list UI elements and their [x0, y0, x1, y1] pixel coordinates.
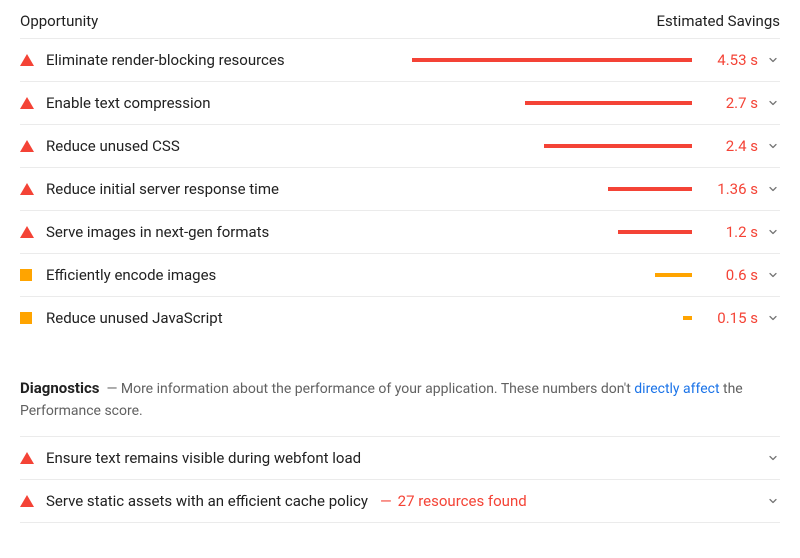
warning-triangle-icon: [20, 54, 46, 66]
savings-value: 0.15 s: [706, 309, 758, 327]
chevron-down-icon[interactable]: [766, 97, 780, 109]
diagnostics-dash: —: [106, 381, 117, 397]
savings-bar: [412, 144, 692, 148]
warning-triangle-icon: [20, 495, 46, 507]
savings-value: 4.53 s: [706, 51, 758, 69]
chevron-down-icon[interactable]: [766, 269, 780, 281]
diagnostic-label: Serve static assets with an efficient ca…: [46, 492, 368, 510]
warning-square-icon: [20, 312, 46, 324]
opportunity-label: Serve images in next-gen formats: [46, 223, 269, 241]
opportunity-label: Eliminate render-blocking resources: [46, 51, 285, 69]
opportunity-label: Reduce unused JavaScript: [46, 309, 223, 327]
savings-bar: [412, 316, 692, 320]
warning-triangle-icon: [20, 140, 46, 152]
warning-triangle-icon: [20, 183, 46, 195]
opportunity-headers: Opportunity Estimated Savings: [20, 10, 780, 38]
savings-value: 1.2 s: [706, 223, 758, 241]
savings-bar: [412, 58, 692, 62]
diagnostic-row[interactable]: Ensure text remains visible during webfo…: [20, 436, 780, 479]
chevron-down-icon[interactable]: [766, 495, 780, 507]
opportunity-row[interactable]: Reduce unused CSS 2.4 s: [20, 124, 780, 167]
diagnostic-label: Ensure text remains visible during webfo…: [46, 449, 361, 467]
diagnostic-detail-dash: —: [380, 492, 392, 510]
diagnostics-subtitle-link[interactable]: directly affect: [634, 381, 719, 397]
diagnostics-section: Diagnostics — More information about the…: [20, 377, 780, 523]
opportunity-row[interactable]: Enable text compression 2.7 s: [20, 81, 780, 124]
chevron-down-icon[interactable]: [766, 452, 780, 464]
diagnostics-title: Diagnostics: [20, 379, 99, 397]
chevron-down-icon[interactable]: [766, 226, 780, 238]
savings-bar: [412, 187, 692, 191]
diagnostic-detail: 27 resources found: [398, 492, 527, 510]
opportunity-row[interactable]: Reduce initial server response time 1.36 …: [20, 167, 780, 210]
chevron-down-icon[interactable]: [766, 312, 780, 324]
savings-bar: [412, 230, 692, 234]
chevron-down-icon[interactable]: [766, 54, 780, 66]
diagnostic-row[interactable]: Serve static assets with an efficient ca…: [20, 479, 780, 523]
savings-bar: [412, 101, 692, 105]
warning-triangle-icon: [20, 97, 46, 109]
opportunity-label: Reduce unused CSS: [46, 137, 180, 155]
chevron-down-icon[interactable]: [766, 183, 780, 195]
header-opportunity: Opportunity: [20, 12, 98, 30]
header-savings: Estimated Savings: [657, 12, 781, 30]
savings-value: 2.4 s: [706, 137, 758, 155]
opportunity-row[interactable]: Reduce unused JavaScript 0.15 s: [20, 296, 780, 339]
savings-value: 1.36 s: [706, 180, 758, 198]
chevron-down-icon[interactable]: [766, 140, 780, 152]
opportunity-row[interactable]: Eliminate render-blocking resources 4.53 …: [20, 38, 780, 81]
opportunity-row[interactable]: Efficiently encode images 0.6 s: [20, 253, 780, 296]
savings-value: 2.7 s: [706, 94, 758, 112]
savings-value: 0.6 s: [706, 266, 758, 284]
opportunity-label: Enable text compression: [46, 94, 211, 112]
opportunity-label: Efficiently encode images: [46, 266, 216, 284]
warning-square-icon: [20, 269, 46, 281]
opportunity-row[interactable]: Serve images in next-gen formats 1.2 s: [20, 210, 780, 253]
opportunity-label: Reduce initial server response time: [46, 180, 279, 198]
diagnostics-header: Diagnostics — More information about the…: [20, 377, 780, 422]
warning-triangle-icon: [20, 226, 46, 238]
diagnostics-subtitle-pre: More information about the performance o…: [121, 381, 634, 397]
savings-bar: [412, 273, 692, 277]
warning-triangle-icon: [20, 452, 46, 464]
